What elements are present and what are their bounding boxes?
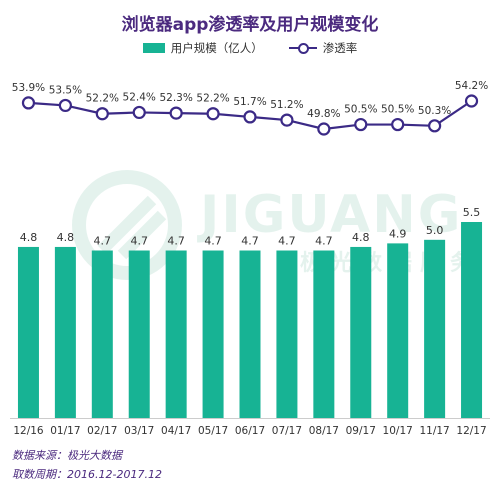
bar-12-16 bbox=[17, 246, 39, 418]
bar-value-label: 4.8 bbox=[352, 231, 370, 244]
bar-value-label: 5.0 bbox=[426, 224, 444, 237]
bar-value-label: 4.7 bbox=[241, 235, 259, 248]
bar-06-17 bbox=[239, 250, 261, 418]
penetration-point bbox=[464, 94, 479, 108]
data-source-note: 数据来源：极光大数据 bbox=[12, 449, 122, 462]
penetration-point bbox=[58, 98, 72, 113]
penetration-point bbox=[428, 119, 442, 133]
bar-01-17 bbox=[54, 246, 76, 418]
penetration-value-label: 50.5% bbox=[344, 104, 377, 116]
x-tick-label: 10/17 bbox=[383, 425, 413, 437]
bar-value-label: 4.7 bbox=[204, 235, 222, 248]
legend-line-marker-icon bbox=[288, 42, 317, 54]
legend-item-penetration: 渗透率 bbox=[288, 40, 358, 56]
penetration-value-label: 50.5% bbox=[381, 104, 414, 116]
legend-swatch-users bbox=[142, 43, 165, 53]
penetration-point bbox=[132, 105, 146, 120]
x-tick-label: 05/17 bbox=[198, 425, 228, 437]
chart-title: 浏览器app渗透率及用户规模变化 bbox=[121, 15, 379, 35]
bar-value-label: 4.7 bbox=[130, 235, 148, 248]
penetration-value-label: 51.7% bbox=[233, 96, 266, 108]
footer: 数据来源：极光大数据 取数周期：2016.12-2017.12 bbox=[12, 446, 162, 484]
bar-11-17 bbox=[424, 239, 446, 418]
bar-04-17 bbox=[165, 250, 187, 418]
legend: 用户规模（亿人） 渗透率 bbox=[0, 40, 500, 56]
bar-02-17 bbox=[91, 250, 113, 418]
bar-value-label: 4.9 bbox=[389, 227, 407, 240]
bar-08-17 bbox=[313, 250, 335, 418]
legend-label-penetration: 渗透率 bbox=[322, 41, 358, 55]
legend-item-users: 用户规模（亿人） bbox=[142, 40, 263, 56]
penetration-point bbox=[280, 113, 294, 127]
bar-03-17 bbox=[128, 250, 150, 418]
penetration-value-label: 52.3% bbox=[159, 92, 192, 104]
penetration-point bbox=[206, 107, 220, 121]
penetration-value-label: 52.2% bbox=[86, 93, 119, 105]
x-tick-label: 06/17 bbox=[235, 425, 265, 437]
penetration-point bbox=[21, 96, 36, 110]
watermark-text: JIGUANG bbox=[200, 185, 463, 245]
x-tick-label: 03/17 bbox=[124, 425, 154, 437]
watermark-logo-icon bbox=[72, 170, 182, 280]
penetration-value-label: 52.2% bbox=[196, 93, 229, 105]
penetration-value-label: 53.9% bbox=[12, 82, 45, 94]
legend-label-users: 用户规模（亿人） bbox=[170, 41, 263, 55]
penetration-value-label: 54.2% bbox=[455, 80, 488, 92]
penetration-point bbox=[169, 106, 183, 120]
bar-10-17 bbox=[387, 243, 409, 418]
penetration-value-label: 49.8% bbox=[307, 108, 340, 120]
bar-value-label: 4.7 bbox=[167, 235, 185, 248]
penetration-value-label: 51.2% bbox=[270, 99, 303, 111]
x-tick-label: 07/17 bbox=[272, 425, 302, 437]
bar-value-label: 4.8 bbox=[20, 231, 38, 244]
bar-07-17 bbox=[276, 250, 298, 418]
bar-05-17 bbox=[202, 250, 224, 418]
penetration-point bbox=[391, 117, 405, 132]
x-tick-label: 11/17 bbox=[419, 425, 449, 437]
x-tick-label: 12/16 bbox=[13, 425, 44, 437]
penetration-point bbox=[354, 117, 368, 132]
x-tick-label: 09/17 bbox=[346, 425, 376, 437]
bar-09-17 bbox=[350, 246, 372, 418]
bar-value-label: 4.7 bbox=[315, 235, 333, 248]
bar-value-label: 4.8 bbox=[57, 231, 75, 244]
bar-value-label: 4.7 bbox=[94, 235, 112, 248]
bar-value-label: 5.5 bbox=[463, 206, 481, 219]
data-period-note: 取数周期：2016.12-2017.12 bbox=[12, 468, 162, 481]
x-tick-label: 04/17 bbox=[161, 425, 191, 437]
penetration-value-label: 52.4% bbox=[123, 91, 156, 103]
x-tick-label: 12/17 bbox=[456, 425, 486, 437]
penetration-point bbox=[243, 110, 257, 124]
penetration-point bbox=[95, 107, 109, 121]
penetration-value-label: 50.3% bbox=[418, 105, 451, 117]
x-tick-label: 01/17 bbox=[50, 425, 80, 437]
bar-value-label: 4.7 bbox=[278, 235, 296, 248]
bar-12-17 bbox=[461, 222, 483, 418]
x-tick-label: 02/17 bbox=[87, 425, 117, 437]
penetration-point bbox=[317, 122, 331, 136]
x-tick-label: 08/17 bbox=[309, 425, 339, 437]
penetration-value-label: 53.5% bbox=[49, 84, 82, 96]
